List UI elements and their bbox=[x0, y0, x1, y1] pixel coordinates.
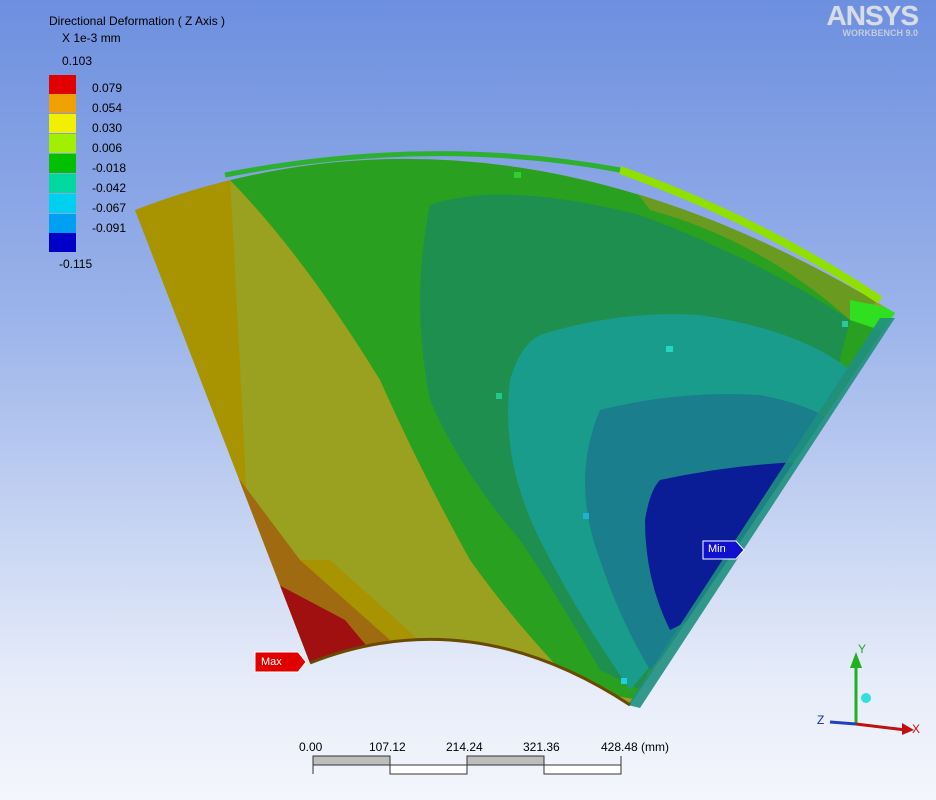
legend-swatch-7 bbox=[49, 194, 76, 213]
triad-z-label: Z bbox=[817, 713, 825, 727]
min-probe-label: Min bbox=[708, 543, 726, 555]
legend-min-value: -0.115 bbox=[59, 257, 93, 271]
scale-tick-label: 0.00 bbox=[299, 740, 323, 754]
result-units: X 1e-3 mm bbox=[62, 31, 121, 45]
axis-triad[interactable] bbox=[810, 638, 920, 748]
ansys-logo: ANSYS WORKBENCH 9.0 bbox=[826, 0, 919, 39]
result-title: Directional Deformation ( Z Axis ) bbox=[49, 14, 226, 28]
max-probe-label: Max bbox=[261, 656, 282, 668]
legend-swatch-4 bbox=[49, 134, 76, 153]
max-probe-flag[interactable] bbox=[254, 651, 324, 675]
legend-swatch-6 bbox=[49, 174, 76, 193]
legend-value: 0.079 bbox=[92, 81, 123, 95]
legend-swatch-3 bbox=[49, 114, 76, 133]
brand-text: ANSYS bbox=[826, 0, 919, 31]
legend-swatch-5 bbox=[49, 154, 76, 173]
legend-value: 0.030 bbox=[92, 121, 123, 135]
product-text: WORKBENCH 9.0 bbox=[842, 28, 918, 38]
legend-max-value: 0.103 bbox=[62, 54, 93, 68]
legend-value: -0.018 bbox=[92, 161, 127, 175]
legend-value: 0.054 bbox=[92, 101, 123, 115]
min-probe-flag[interactable] bbox=[702, 540, 752, 562]
legend-value: 0.006 bbox=[92, 141, 123, 155]
triad-x-label: X bbox=[912, 722, 921, 736]
legend-value: -0.091 bbox=[92, 221, 127, 235]
legend-value: -0.042 bbox=[92, 181, 127, 195]
scale-bar-graphic bbox=[312, 755, 622, 775]
scale-tick-label: 428.48 (mm) bbox=[601, 740, 670, 754]
legend-swatch-1 bbox=[49, 75, 76, 94]
triad-y-label: Y bbox=[858, 642, 867, 656]
scale-tick-label: 107.12 bbox=[369, 740, 406, 754]
legend-swatch-9 bbox=[49, 233, 76, 252]
legend-value: -0.067 bbox=[92, 201, 127, 215]
scale-tick-label: 321.36 bbox=[523, 740, 560, 754]
legend-swatch-8 bbox=[49, 214, 76, 233]
legend-swatch-2 bbox=[49, 94, 76, 113]
scale-tick-label: 214.24 bbox=[446, 740, 483, 754]
